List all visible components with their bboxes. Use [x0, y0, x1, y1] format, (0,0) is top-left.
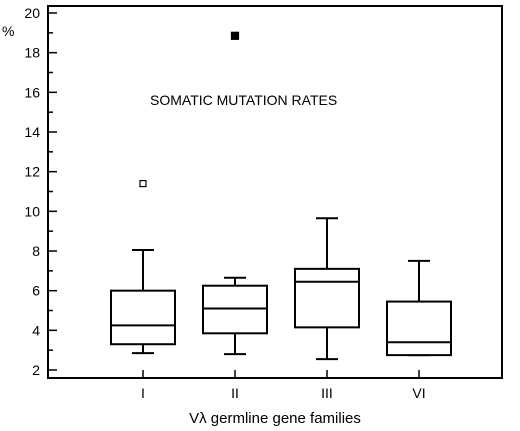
x-axis-title: Vλ germline gene families	[189, 410, 361, 427]
iqr-box	[110, 289, 176, 346]
x-tick-label: VI	[412, 385, 425, 401]
y-tick-label: 18	[24, 45, 40, 61]
y-tick-label: 6	[32, 283, 40, 299]
y-tick-label: 10	[24, 203, 40, 219]
chart-annotation: SOMATIC MUTATION RATES	[150, 92, 337, 108]
iqr-box	[386, 300, 452, 357]
y-tick-label: 20	[24, 5, 40, 21]
x-tick-label: II	[231, 385, 239, 401]
y-axis: 2 4 6 8 10 12 14 16 18 20	[24, 5, 57, 378]
y-tick-label: 8	[32, 243, 40, 259]
x-tick-label: III	[321, 385, 333, 401]
boxes-layer	[110, 31, 452, 361]
y-tick-label: 16	[24, 84, 40, 100]
iqr-box	[294, 267, 360, 329]
box-iii	[294, 217, 360, 361]
x-axis: I II III VI	[141, 370, 426, 401]
y-tick-label: 14	[24, 124, 40, 140]
outlier-open	[139, 179, 147, 188]
x-tick-label: I	[141, 385, 145, 401]
y-unit-label: %	[2, 23, 14, 39]
box-i	[110, 179, 176, 355]
box-vi	[386, 259, 452, 357]
y-tick-label: 12	[24, 164, 40, 180]
box-ii	[202, 31, 268, 356]
outlier-filled	[230, 31, 240, 40]
y-tick-label: 4	[32, 322, 40, 338]
y-tick-label: 2	[32, 362, 40, 378]
